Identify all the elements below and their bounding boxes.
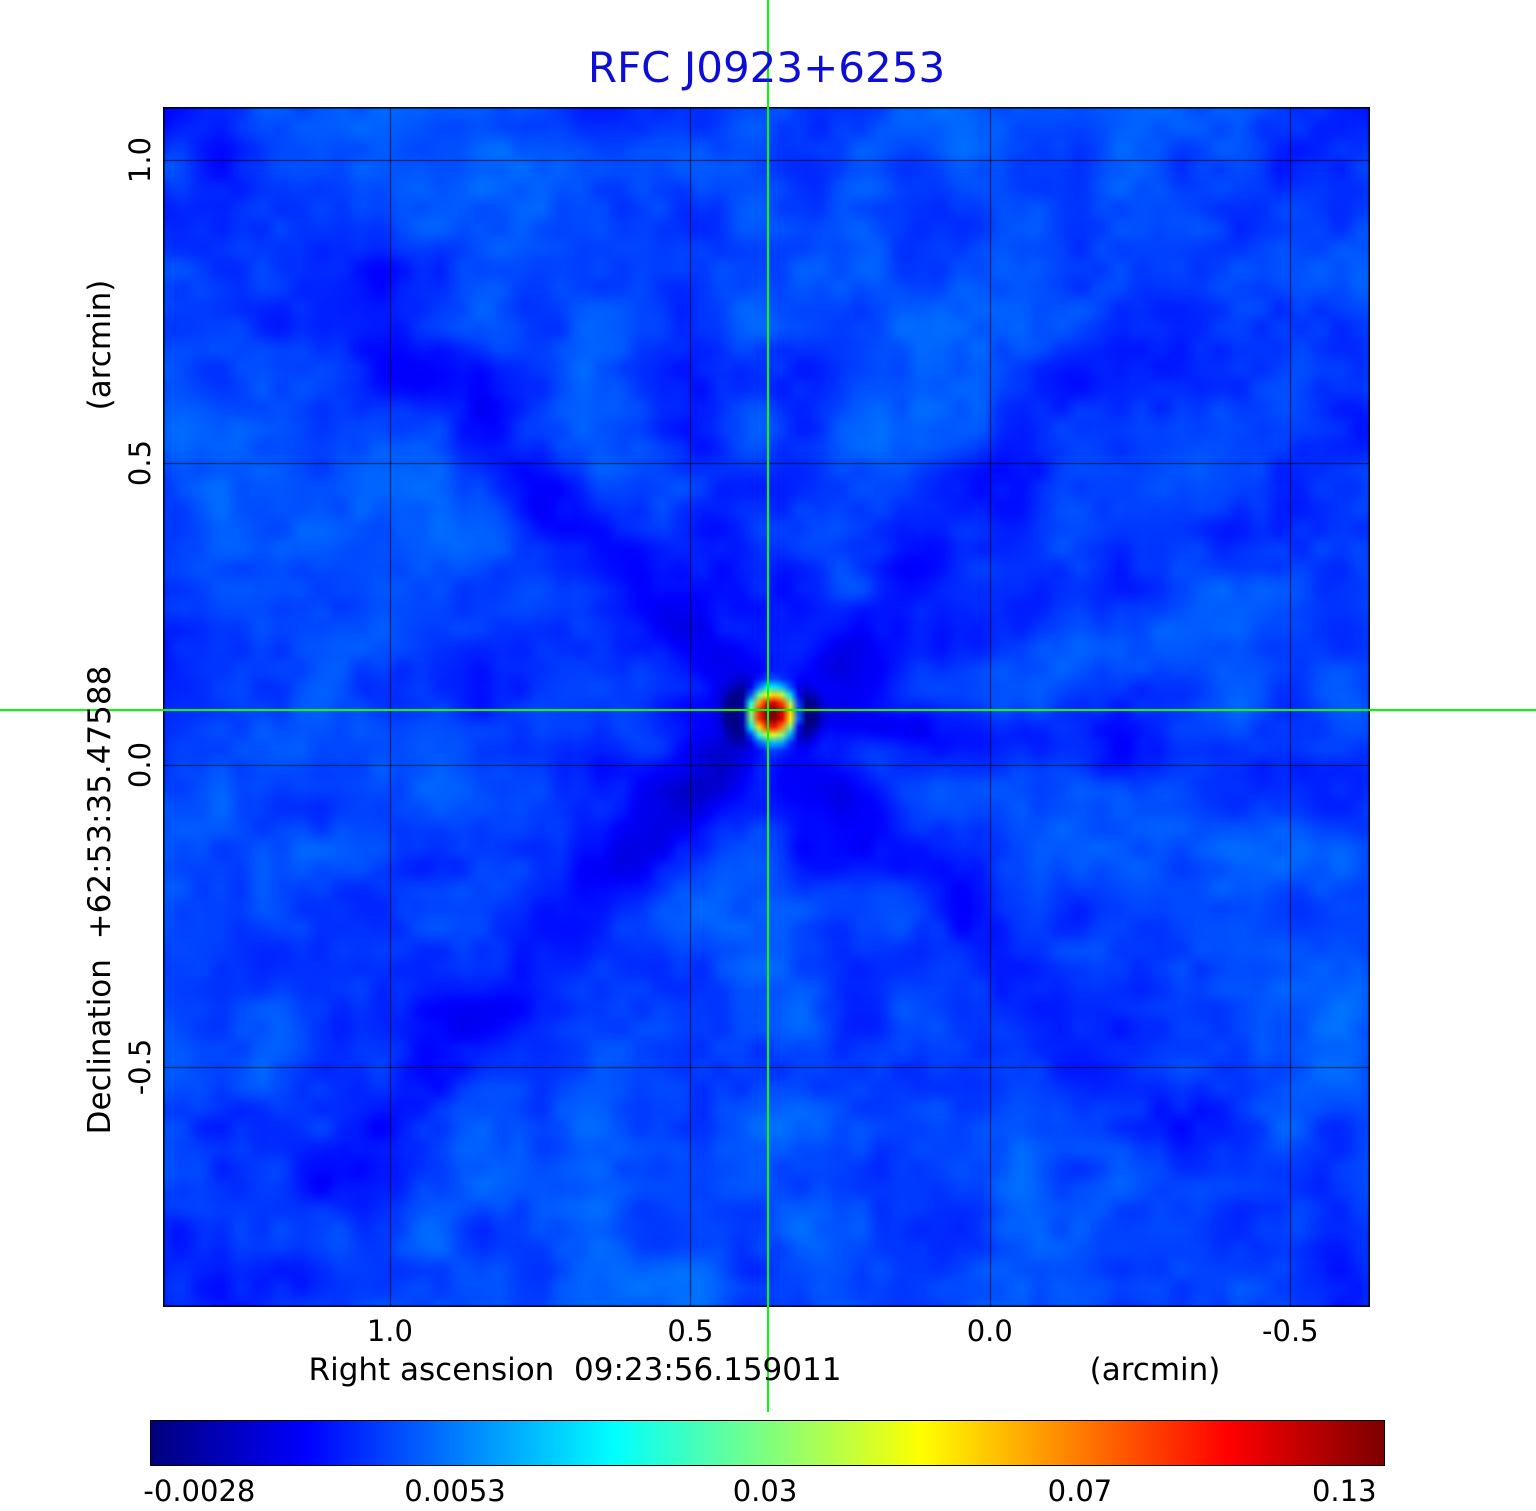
x-tick-label: 0.0 [966, 1314, 1013, 1348]
colorbar-tick-label: 0.07 [1047, 1474, 1113, 1508]
crosshair-vertical-line [766, 0, 769, 1412]
y-tick-label: 0.0 [123, 741, 157, 788]
colorbar [150, 1420, 1385, 1466]
x-tick-label: 0.5 [667, 1314, 714, 1348]
y-axis-unit-label: (arcmin) [82, 279, 118, 411]
y-tick-label: 0.5 [123, 440, 157, 487]
colorbar-canvas [151, 1421, 1384, 1465]
sky-map [163, 107, 1370, 1307]
colorbar-tick-label: -0.0028 [143, 1474, 256, 1508]
colorbar-tick-label: 0.0053 [404, 1474, 506, 1508]
y-tick-label: 1.0 [123, 136, 157, 183]
y-axis-label: Declination +62:53:35.47588 [82, 665, 118, 1135]
colorbar-tick-label: 0.03 [732, 1474, 798, 1508]
x-axis-label: Right ascension 09:23:56.159011 [308, 1352, 842, 1388]
x-tick-label: -0.5 [1262, 1314, 1319, 1348]
x-axis-unit-label: (arcmin) [1089, 1352, 1221, 1388]
colorbar-tick-label: 0.13 [1311, 1474, 1377, 1508]
y-tick-label: -0.5 [123, 1038, 157, 1096]
x-tick-label: 1.0 [366, 1314, 413, 1348]
figure-title: RFC J0923+6253 [587, 43, 946, 92]
sky-map-canvas [163, 107, 1370, 1307]
